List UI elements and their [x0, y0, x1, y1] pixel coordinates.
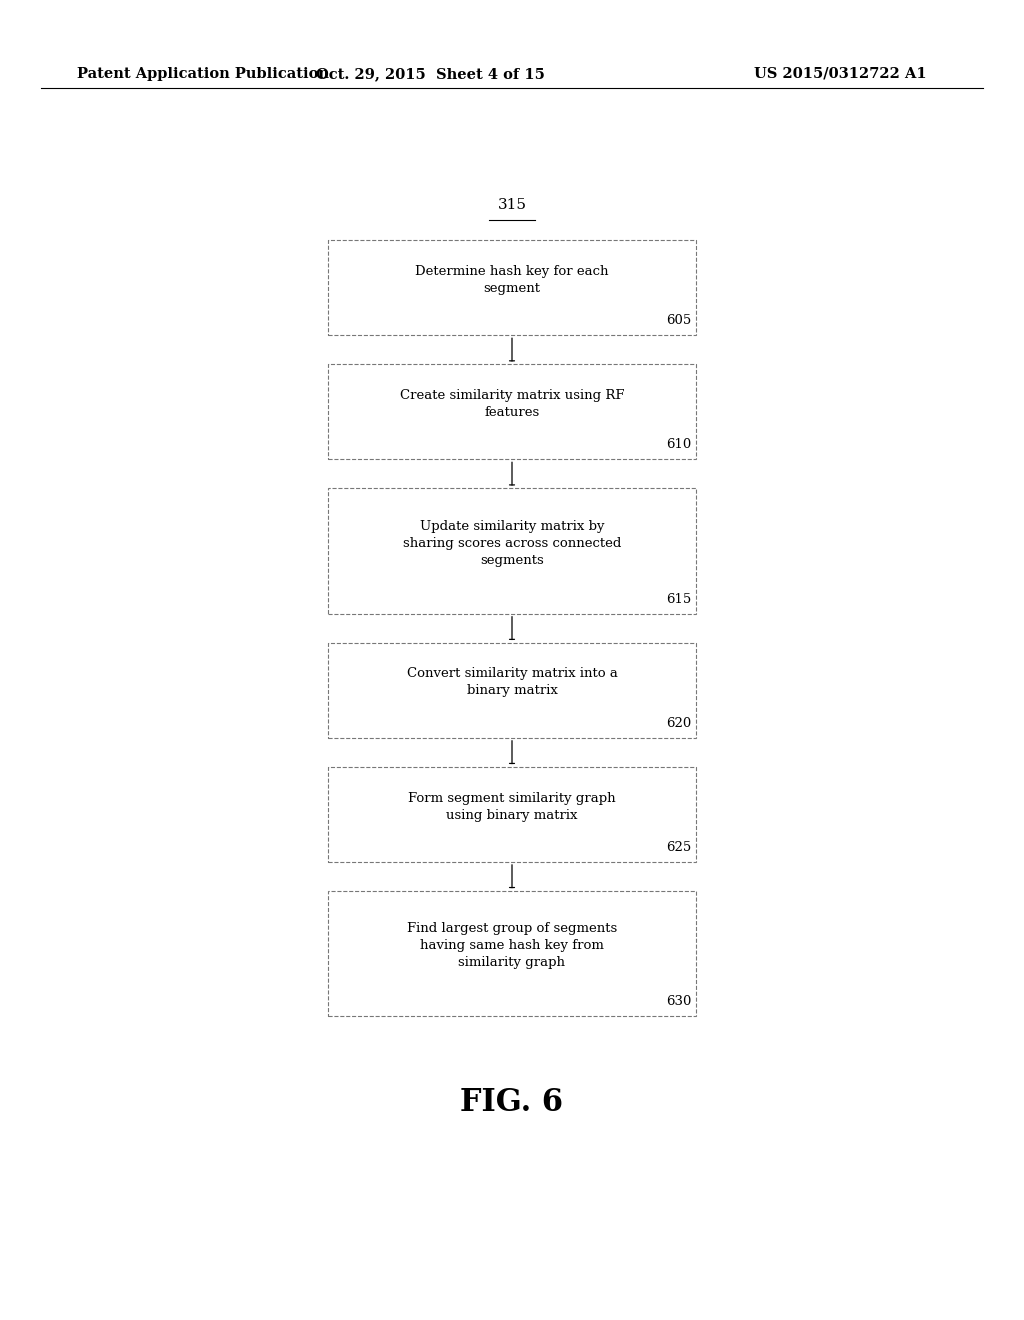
Text: Create similarity matrix using RF
features: Create similarity matrix using RF featur… [399, 389, 625, 418]
FancyBboxPatch shape [328, 240, 696, 335]
Text: 625: 625 [666, 841, 691, 854]
FancyBboxPatch shape [328, 767, 696, 862]
Text: Patent Application Publication: Patent Application Publication [77, 67, 329, 81]
Text: 315: 315 [498, 198, 526, 211]
Text: Convert similarity matrix into a
binary matrix: Convert similarity matrix into a binary … [407, 668, 617, 697]
Text: 605: 605 [666, 314, 691, 327]
Text: Form segment similarity graph
using binary matrix: Form segment similarity graph using bina… [409, 792, 615, 821]
Text: Find largest group of segments
having same hash key from
similarity graph: Find largest group of segments having sa… [407, 923, 617, 969]
FancyBboxPatch shape [328, 891, 696, 1016]
Text: 615: 615 [666, 593, 691, 606]
FancyBboxPatch shape [328, 364, 696, 459]
Text: 620: 620 [666, 717, 691, 730]
Text: Determine hash key for each
segment: Determine hash key for each segment [416, 265, 608, 294]
FancyBboxPatch shape [328, 643, 696, 738]
Text: Update similarity matrix by
sharing scores across connected
segments: Update similarity matrix by sharing scor… [402, 520, 622, 566]
Text: FIG. 6: FIG. 6 [461, 1086, 563, 1118]
Text: 630: 630 [666, 995, 691, 1008]
Text: 610: 610 [666, 438, 691, 451]
Text: US 2015/0312722 A1: US 2015/0312722 A1 [754, 67, 927, 81]
Text: Oct. 29, 2015  Sheet 4 of 15: Oct. 29, 2015 Sheet 4 of 15 [315, 67, 545, 81]
FancyBboxPatch shape [328, 488, 696, 614]
